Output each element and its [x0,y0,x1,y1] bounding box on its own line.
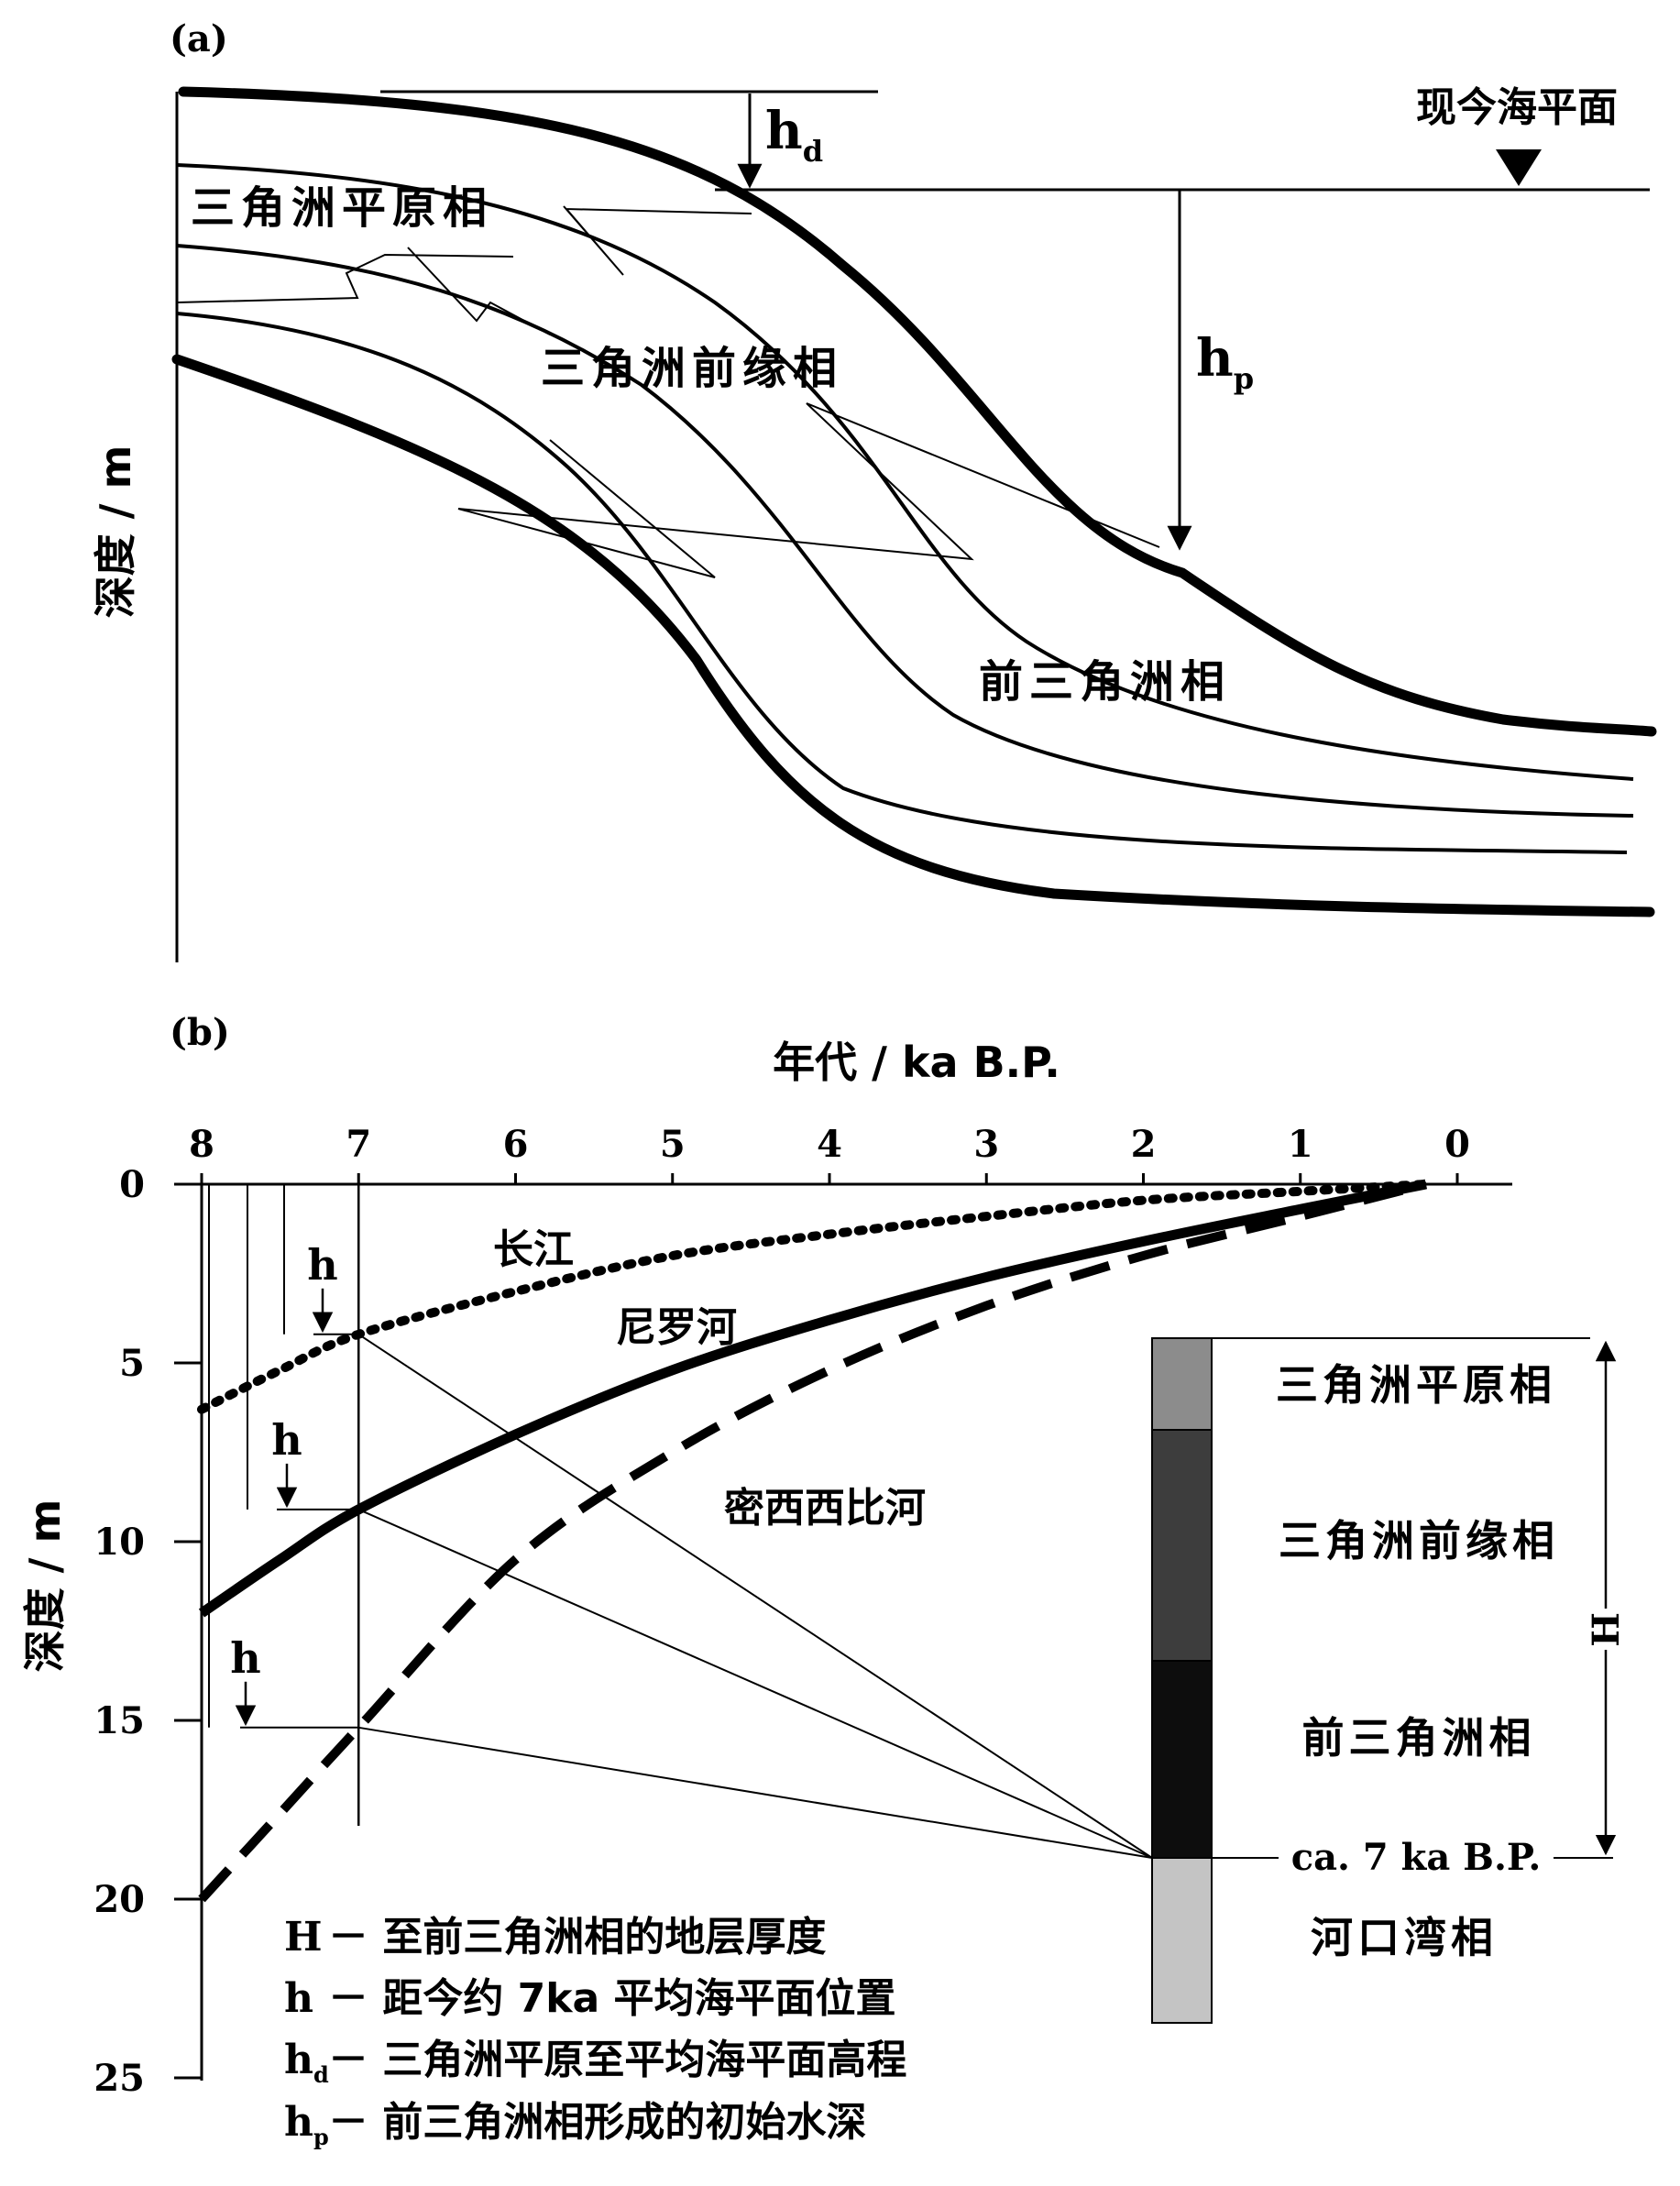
column-prodelta-label: 前三角洲相 [1302,1713,1536,1763]
stratum-line-2 [176,244,1634,818]
column-plain-unit [1151,1337,1213,1431]
legend-H-symbol: H [284,1914,323,1961]
panel-a-label: (a) [170,17,228,60]
h-label: h [271,1415,302,1465]
x-tick-label: 4 [817,1123,842,1166]
panel-b-label: (b) [170,1011,230,1054]
column-front-label: 三角洲前缘相 [1279,1516,1559,1565]
delta-base-boundary [171,354,1655,917]
correlation-line [357,1508,1153,1859]
h-label: h [230,1633,260,1683]
y-tick-label: 5 [119,1342,145,1385]
river-label-mississippi: 密西西比河 [724,1485,926,1532]
x-tick-label: 6 [503,1123,529,1166]
hp-label: hp [1196,328,1254,396]
x-axis-title: 年代 / ka B.P. [773,1038,1060,1087]
facies-front-label-a: 三角洲前缘相 [541,343,843,394]
hd-label: hd [765,101,823,169]
stratum-line-3 [176,312,1628,854]
H-label: H [1585,1612,1628,1647]
x-ticks: 8 7 6 5 4 3 2 1 0 [189,1123,1470,1184]
column-front-unit [1151,1429,1213,1662]
facies-leader-front [457,402,1160,578]
panel-a-y-axis-label: 深度 / m [91,445,140,619]
facies-prodelta-label-a: 前三角洲相 [979,656,1231,708]
legend-hd-text: － 三角洲平原至平均海平面高程 [328,2037,906,2083]
sea-level-triangle-icon [1496,149,1542,186]
curve-dashed [198,1180,1427,1903]
y-ticks: 0 5 10 15 20 25 [93,1163,202,2100]
y-tick-label: 15 [93,1699,145,1742]
column-estuary-label: 河口湾相 [1311,1913,1498,1962]
delta-top-boundary [178,86,1657,737]
y-tick-label: 0 [119,1163,145,1206]
stratum-line-1 [176,163,1634,781]
column-estuary-unit [1151,1857,1213,2024]
y-tick-label: 20 [93,1878,145,1921]
panel-a: (a) 深度 / m 现今海平面 hd hp 三角洲平原相 三角洲前缘相 前三角… [91,17,1657,962]
h-markers: h h h [208,1184,359,1729]
x-tick-label: 2 [1131,1123,1157,1166]
facies-plain-label-a: 三角洲平原相 [191,182,493,234]
x-tick-label: 3 [973,1123,999,1166]
x-tick-label: 7 [346,1123,371,1166]
y-tick-label: 10 [93,1521,145,1564]
facies-interfinger-2 [407,247,551,335]
x-tick-label: 0 [1444,1123,1470,1166]
river-label-yangtze: 长江 [493,1226,574,1273]
h-label: h [307,1240,337,1290]
panel-b-y-axis-label: 深度 / m [20,1499,70,1673]
x-tick-label: 5 [660,1123,686,1166]
legend-H-text: － 至前三角洲相的地层厚度 [328,1914,826,1961]
facies-interfinger-1 [176,253,514,303]
river-label-nile: 尼罗河 [616,1304,737,1351]
curve-solid [198,1179,1427,1618]
sea-level-curves [197,1179,1431,1903]
legend-hp-symbol: hp [284,2099,329,2150]
legend-h-symbol: h [284,1975,313,2022]
column-plain-label: 三角洲平原相 [1276,1360,1556,1410]
legend-h-text: － 距今约 7ka 平均海平面位置 [328,1975,896,2022]
x-tick-label: 8 [189,1123,214,1166]
correlation-line [357,1333,1153,1859]
column-prodelta-unit [1151,1660,1213,1859]
legend-hd-symbol: hd [284,2037,329,2088]
sea-level-label: 现今海平面 [1416,84,1618,131]
correlation-line [358,1726,1153,1859]
ca-7ka-label: ca. 7 ka B.P. [1291,1836,1542,1879]
curve-dotted [197,1180,1431,1414]
x-tick-label: 1 [1288,1123,1313,1166]
y-tick-label: 25 [93,2057,145,2100]
legend-hp-text: － 前三角洲相形成的初始水深 [328,2099,866,2146]
legend: H － 至前三角洲相的地层厚度 h － 距今约 7ka 平均海平面位置 hd －… [284,1914,906,2150]
facies-leader-plain [563,205,752,276]
correlation-lines [357,1333,1153,1859]
